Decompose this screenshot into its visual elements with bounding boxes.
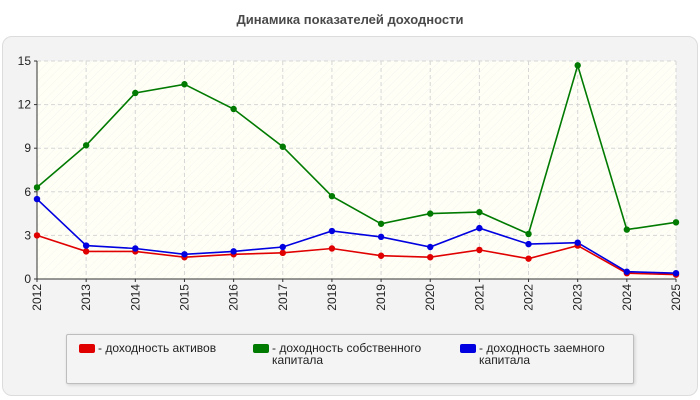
series-line-2 — [36, 198, 677, 274]
data-point-2 — [476, 224, 483, 232]
data-point-2 — [132, 245, 139, 252]
legend-item-equity: - доходность собственного капитала — [253, 342, 442, 366]
legend-swatch-equity — [253, 344, 269, 353]
y-tick-label: 9 — [24, 141, 31, 155]
legend-label-borrowed: - доходность заемного капитала — [479, 341, 605, 367]
x-tick-label: 2014 — [128, 284, 142, 311]
legend-swatch-assets — [79, 344, 95, 353]
legend-item-assets: - доходность активов — [79, 342, 268, 354]
data-point-1 — [82, 142, 90, 149]
y-tick-label: 15 — [18, 54, 32, 68]
data-point-0 — [279, 249, 286, 257]
y-tick-label: 0 — [24, 272, 31, 286]
series-line-1 — [36, 62, 677, 236]
data-point-2 — [377, 233, 385, 241]
x-tick-label: 2020 — [423, 284, 437, 311]
data-point-1 — [33, 184, 41, 191]
data-point-1 — [279, 143, 286, 150]
x-tick-label: 2017 — [276, 284, 290, 311]
x-tick-label: 2024 — [620, 284, 634, 311]
x-tick-label: 2012 — [30, 284, 44, 311]
data-point-2 — [279, 243, 286, 251]
legend: - доходность активов - доходность собств… — [66, 334, 634, 384]
data-point-1 — [672, 219, 680, 226]
data-point-2 — [427, 243, 434, 251]
data-point-2 — [230, 248, 237, 255]
data-point-0 — [377, 252, 385, 259]
data-point-0 — [82, 248, 90, 255]
data-point-0 — [427, 254, 434, 261]
x-tick-label: 2019 — [374, 284, 388, 311]
data-point-2 — [672, 269, 680, 277]
x-tick-label: 2015 — [177, 284, 191, 311]
legend-label-assets: - доходность активов — [98, 341, 217, 355]
chart-title: Динамика показателей доходности — [236, 12, 464, 27]
data-point-1 — [525, 230, 532, 238]
data-point-2 — [181, 251, 188, 258]
data-point-1 — [427, 210, 434, 217]
data-point-1 — [476, 208, 483, 216]
data-point-2 — [574, 239, 581, 246]
series-line-0 — [36, 234, 677, 276]
y-tick-label: 12 — [18, 98, 32, 112]
data-point-0 — [328, 245, 336, 252]
x-tick-label: 2018 — [325, 284, 339, 311]
legend-item-borrowed: - доходность заемного капитала — [460, 342, 629, 366]
x-tick-label: 2021 — [472, 284, 486, 311]
data-point-0 — [476, 246, 483, 254]
x-tick-label: 2023 — [571, 284, 585, 311]
data-point-0 — [33, 232, 41, 239]
data-point-2 — [33, 195, 41, 203]
data-point-1 — [181, 81, 188, 88]
x-tick-label: 2022 — [522, 284, 536, 311]
data-point-1 — [574, 62, 581, 69]
data-point-1 — [377, 220, 385, 227]
data-point-0 — [525, 255, 532, 262]
y-tick-label: 6 — [24, 185, 31, 199]
data-point-1 — [132, 89, 139, 97]
legend-label-equity: - доходность собственного капитала — [272, 341, 422, 367]
data-point-1 — [230, 105, 237, 113]
x-tick-label: 2016 — [227, 284, 241, 311]
x-tick-label: 2013 — [79, 284, 93, 311]
y-tick-label: 3 — [24, 228, 31, 242]
data-point-2 — [623, 268, 631, 275]
data-point-1 — [623, 226, 631, 233]
data-point-2 — [525, 240, 532, 248]
data-point-2 — [82, 242, 90, 249]
data-point-1 — [328, 192, 336, 200]
x-tick-label: 2025 — [669, 284, 683, 311]
data-point-2 — [328, 227, 336, 235]
legend-swatch-borrowed — [460, 344, 476, 353]
